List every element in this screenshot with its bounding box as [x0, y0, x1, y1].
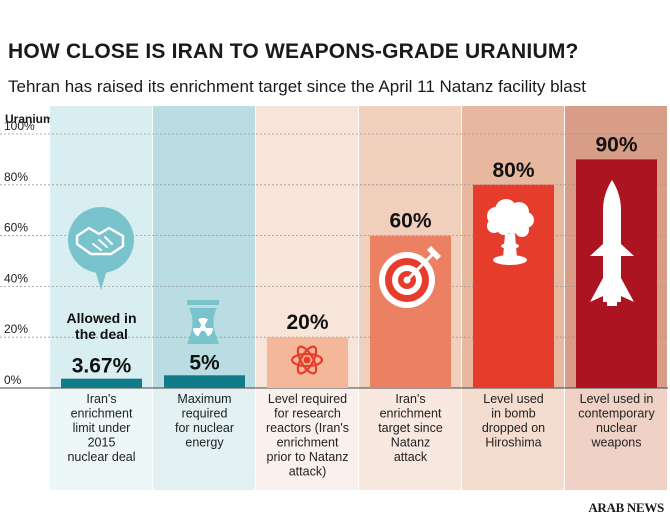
value-label: 90%: [595, 133, 637, 156]
value-label: 80%: [492, 159, 534, 182]
category-label: reactors (Iran's: [266, 421, 349, 435]
value-label: 20%: [286, 311, 328, 334]
category-label: prior to Natanz: [267, 450, 349, 464]
category-label: nuclear: [596, 421, 637, 435]
handshake-icon: [68, 207, 134, 290]
category-label: limit under: [73, 421, 131, 435]
atom-icon: [290, 345, 324, 375]
category-label: Iran's: [395, 392, 425, 406]
category-label: contemporary: [578, 407, 655, 421]
annotation-text: the deal: [75, 326, 128, 342]
value-label: 5%: [189, 351, 220, 374]
y-tick-label: 80%: [4, 170, 28, 184]
category-label: required: [182, 407, 228, 421]
category-label: Level required: [268, 392, 347, 406]
y-tick-label: 20%: [4, 322, 28, 336]
chart-title: HOW CLOSE IS IRAN TO WEAPONS-GRADE URANI…: [8, 40, 579, 63]
y-tick-label: 0%: [4, 373, 22, 387]
category-label: Hiroshima: [485, 436, 541, 450]
category-label-panel: [256, 388, 358, 490]
category-label: for nuclear: [175, 421, 234, 435]
category-label: energy: [185, 436, 224, 450]
value-label: 3.67%: [72, 355, 132, 378]
category-label: enrichment: [71, 407, 133, 421]
category-label: Level used in: [580, 392, 654, 406]
category-label-panel: [153, 388, 255, 490]
y-tick-label: 60%: [4, 221, 28, 235]
category-label: Iran's: [86, 392, 116, 406]
y-tick-label: 100%: [4, 119, 35, 133]
column-panel: [153, 106, 255, 388]
category-label: for research: [274, 407, 341, 421]
category-label: Natanz: [391, 436, 431, 450]
y-tick-label: 40%: [4, 271, 28, 285]
category-label: Maximum: [177, 392, 231, 406]
chart-subtitle: Tehran has raised its enrichment target …: [8, 77, 586, 96]
category-label: weapons: [590, 436, 641, 450]
category-label: in bomb: [491, 407, 536, 421]
category-label-panel: [50, 388, 152, 490]
category-label-panel: [462, 388, 564, 490]
bar-2: [164, 375, 245, 388]
mushroom-cloud-icon: [487, 199, 534, 265]
value-label: 60%: [389, 210, 431, 233]
annotation-text: Allowed in: [67, 310, 137, 326]
category-label: dropped on: [482, 421, 545, 435]
category-label-panel: [565, 388, 667, 490]
category-label: attack): [289, 465, 327, 479]
category-label: 2015: [88, 436, 116, 450]
category-label-panel: [359, 388, 461, 490]
source-credit: ARAB NEWS: [588, 500, 664, 515]
category-label: Level used: [483, 392, 544, 406]
bar-1: [61, 378, 142, 388]
category-label: attack: [394, 450, 428, 464]
cooling-tower-icon: [187, 300, 219, 344]
category-label: target since: [378, 421, 443, 435]
missile-icon: [590, 180, 634, 306]
category-label: nuclear deal: [67, 450, 135, 464]
category-label: enrichment: [277, 436, 339, 450]
category-label: enrichment: [380, 407, 442, 421]
target-arrow-icon: [379, 246, 441, 308]
